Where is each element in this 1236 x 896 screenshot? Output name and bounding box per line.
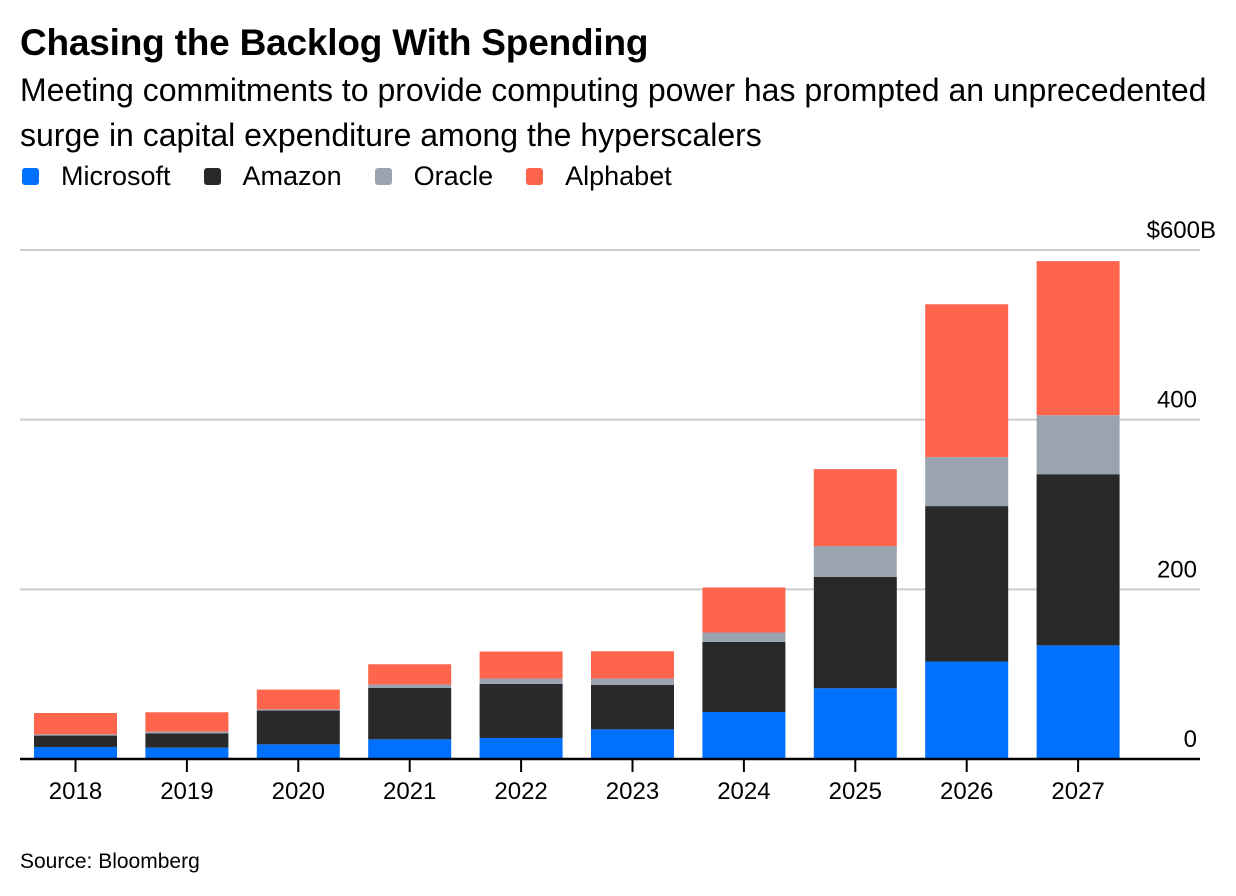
bar-alphabet-2024 <box>702 587 786 633</box>
bar-amazon-2026 <box>925 506 1009 662</box>
x-tick-label-2020: 2020 <box>272 778 325 805</box>
legend-label-amazon: Amazon <box>242 161 342 191</box>
bar-microsoft-2027 <box>1036 645 1120 759</box>
bar-oracle-2027 <box>1036 415 1120 475</box>
y-tick-label-400: 400 <box>1157 387 1197 414</box>
bar-microsoft-2019 <box>145 747 229 759</box>
bar-stack-2018 <box>34 713 117 759</box>
bar-stack-2023 <box>591 651 674 759</box>
legend-item-microsoft: Microsoft <box>22 158 171 194</box>
x-tick-label-2026: 2026 <box>940 778 993 805</box>
x-axis-labels: 2018 2019 2020 2021 2022 2023 2024 2025 2026 2027 <box>49 778 1105 805</box>
y-axis-labels: 0 200 400 $600B <box>1147 217 1216 753</box>
x-axis <box>20 757 1200 772</box>
bar-alphabet-2022 <box>479 651 563 679</box>
x-tick-label-2018: 2018 <box>49 778 102 805</box>
bar-alphabet-2019 <box>145 712 229 732</box>
bar-stack-2021 <box>368 664 452 759</box>
legend-label-oracle: Oracle <box>413 161 494 191</box>
x-tick-label-2027: 2027 <box>1051 778 1104 805</box>
bars <box>34 261 1120 759</box>
y-tick-label-200: 200 <box>1157 556 1197 583</box>
bar-stack-2026 <box>925 304 1009 759</box>
bar-oracle-2020 <box>256 709 340 711</box>
bar-oracle-2022 <box>479 678 563 684</box>
y-tick-label-0: 0 <box>1184 726 1197 753</box>
bar-oracle-2024 <box>702 632 786 642</box>
legend-label-alphabet: Alphabet <box>565 161 672 191</box>
x-tick-label-2021: 2021 <box>383 778 436 805</box>
bar-oracle-2018 <box>34 734 117 736</box>
bar-stack-2027 <box>1036 261 1120 759</box>
bar-amazon-2022 <box>479 683 563 738</box>
bar-amazon-2018 <box>34 735 117 747</box>
legend-item-amazon: Amazon <box>203 158 342 194</box>
bar-oracle-2025 <box>813 546 897 577</box>
legend-swatch-alphabet <box>526 167 544 185</box>
chart-title: Chasing the Backlog With Spending <box>20 22 649 63</box>
bar-stack-2025 <box>813 469 897 759</box>
x-tick-label-2022: 2022 <box>494 778 547 805</box>
bar-alphabet-2020 <box>256 689 340 710</box>
bar-oracle-2023 <box>591 678 674 685</box>
bar-amazon-2023 <box>591 684 674 730</box>
bar-microsoft-2022 <box>479 737 563 759</box>
bar-microsoft-2026 <box>925 661 1009 759</box>
legend-label-microsoft: Microsoft <box>61 161 171 191</box>
bar-amazon-2019 <box>145 733 229 748</box>
bar-amazon-2020 <box>256 710 340 745</box>
bar-stack-2022 <box>479 651 563 759</box>
bar-alphabet-2027 <box>1036 261 1120 416</box>
bar-amazon-2024 <box>702 641 786 713</box>
chart-subtitle: Meeting commitments to provide computing… <box>20 72 1207 153</box>
bar-microsoft-2025 <box>813 688 897 759</box>
bar-amazon-2025 <box>813 576 897 689</box>
bar-oracle-2026 <box>925 457 1009 507</box>
bar-microsoft-2024 <box>702 712 786 759</box>
x-tick-label-2024: 2024 <box>717 778 770 805</box>
bar-alphabet-2025 <box>813 469 897 547</box>
bar-stack-2019 <box>145 712 229 759</box>
x-tick-label-2019: 2019 <box>160 778 213 805</box>
bar-alphabet-2023 <box>591 651 674 679</box>
bar-amazon-2021 <box>368 687 452 740</box>
legend-item-oracle: Oracle <box>374 158 494 194</box>
bar-amazon-2027 <box>1036 474 1120 646</box>
legend-item-alphabet: Alphabet <box>526 158 672 194</box>
bar-oracle-2021 <box>368 684 452 688</box>
bar-microsoft-2023 <box>591 729 674 759</box>
source-note: Source: Bloomberg <box>20 850 200 873</box>
bar-microsoft-2021 <box>368 739 452 759</box>
bar-oracle-2019 <box>145 731 229 734</box>
bar-alphabet-2026 <box>925 304 1009 458</box>
bar-stack-2024 <box>702 587 786 759</box>
bar-alphabet-2018 <box>34 713 117 735</box>
x-tick-label-2023: 2023 <box>606 778 659 805</box>
bar-microsoft-2020 <box>256 744 340 759</box>
legend: Microsoft Amazon Oracle Alphabet <box>22 158 705 194</box>
gridlines <box>20 249 1200 591</box>
bar-stack-2020 <box>256 689 340 759</box>
y-tick-label-600: $600B <box>1147 217 1216 244</box>
legend-swatch-amazon <box>203 167 221 185</box>
bar-microsoft-2018 <box>34 746 117 759</box>
legend-swatch-microsoft <box>22 167 39 185</box>
bar-alphabet-2021 <box>368 664 452 685</box>
legend-swatch-oracle <box>374 167 392 185</box>
x-tick-label-2025: 2025 <box>829 778 882 805</box>
